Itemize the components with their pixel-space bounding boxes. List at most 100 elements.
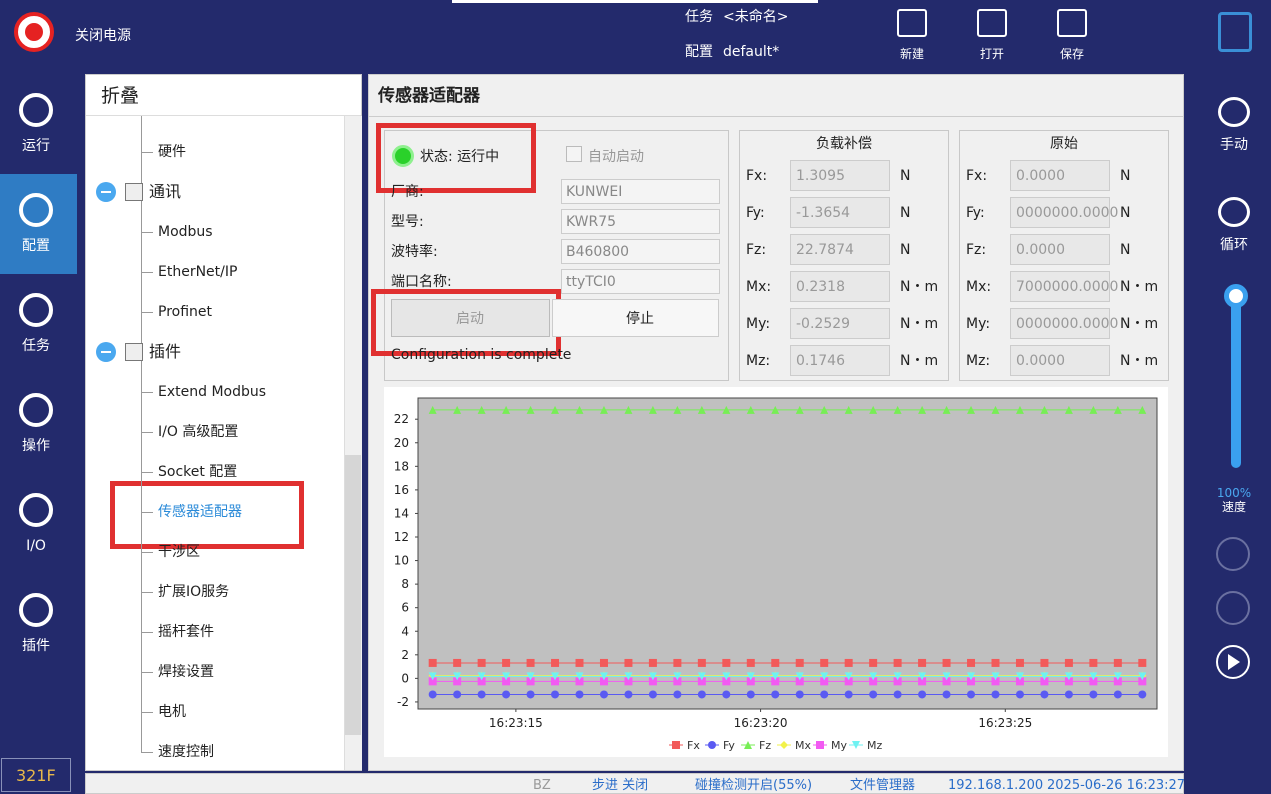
tree-item[interactable]: Extend Modbus xyxy=(158,384,267,400)
tree-item[interactable]: 摇杆套件 xyxy=(158,624,214,640)
unit: N xyxy=(900,168,911,184)
toolbar-label[interactable]: 新建 xyxy=(899,47,925,61)
field-label: 厂商: xyxy=(391,184,424,200)
data-point xyxy=(428,677,437,686)
value-box xyxy=(1010,197,1110,228)
tree-item[interactable]: 速度控制 xyxy=(158,744,214,760)
panel-header-line xyxy=(369,116,1183,117)
nav-label[interactable]: 任务 xyxy=(22,338,50,354)
data-point xyxy=(893,677,902,686)
data-point xyxy=(844,690,853,699)
mode-label[interactable]: 循环 xyxy=(1220,237,1248,253)
data-point xyxy=(820,658,829,667)
toolbar-label[interactable]: 保存 xyxy=(1059,47,1085,61)
unit: N xyxy=(900,205,911,221)
auto-start-label[interactable]: 自动启动 xyxy=(588,149,644,165)
data-point xyxy=(746,672,755,681)
y-tick-label: 6 xyxy=(401,601,409,615)
data-point xyxy=(624,658,633,667)
tree-item[interactable]: I/O 高级配置 xyxy=(158,424,239,440)
tree-header-line xyxy=(86,115,361,116)
nav-icon[interactable] xyxy=(19,193,53,227)
toolbar-icon[interactable] xyxy=(897,9,927,37)
field-value: KWR75 xyxy=(566,214,617,230)
data-point xyxy=(1113,677,1122,686)
mode-icon[interactable] xyxy=(1218,97,1250,127)
stop-button[interactable] xyxy=(552,299,719,337)
nav-label[interactable]: 运行 xyxy=(22,138,50,154)
y-tick-label: 2 xyxy=(401,648,409,662)
data-point xyxy=(771,690,780,699)
tree-group-icon xyxy=(125,343,143,361)
field-label: 型号: xyxy=(391,214,424,230)
status-item[interactable]: 步进 关闭 xyxy=(592,778,649,793)
tree-item[interactable]: Socket 配置 xyxy=(158,464,238,480)
play-glyph xyxy=(1228,654,1240,670)
start-label[interactable]: 启动 xyxy=(456,311,484,327)
mode-label[interactable]: 手动 xyxy=(1220,137,1248,153)
data-point xyxy=(526,405,535,414)
play-button[interactable] xyxy=(1216,645,1250,679)
step-button[interactable] xyxy=(1216,537,1250,571)
tree-item[interactable]: 扩展IO服务 xyxy=(158,584,230,600)
tree-item[interactable]: 干涉区 xyxy=(158,544,200,560)
mode-icon[interactable] xyxy=(1218,197,1250,227)
tree-item[interactable]: 电机 xyxy=(158,704,186,720)
toolbar-icon[interactable] xyxy=(977,9,1007,37)
nav-label[interactable]: 配置 xyxy=(22,238,50,254)
nav-icon[interactable] xyxy=(19,593,53,627)
value-box xyxy=(1010,345,1110,376)
tree-item[interactable]: Profinet xyxy=(158,304,213,320)
unit: N・m xyxy=(900,316,939,332)
tree-item[interactable]: 焊接设置 xyxy=(158,664,214,680)
value-text: 0.0000 xyxy=(1016,168,1065,184)
stop-button[interactable] xyxy=(1216,591,1250,625)
data-point xyxy=(771,677,780,686)
tree-scroll-thumb[interactable] xyxy=(345,455,361,735)
tree-item[interactable]: 硬件 xyxy=(158,144,186,160)
data-point xyxy=(673,658,682,667)
nav-label[interactable]: 操作 xyxy=(22,438,50,454)
data-point xyxy=(869,405,878,414)
nav-icon[interactable] xyxy=(19,493,53,527)
raw-groupbox xyxy=(959,130,1169,381)
data-point xyxy=(1138,690,1147,699)
status-item[interactable]: 文件管理器 xyxy=(850,778,916,793)
value-text: 1.3095 xyxy=(796,168,845,184)
stop-label[interactable]: 停止 xyxy=(626,311,654,327)
value-text: 0000000.0000 xyxy=(1016,205,1119,221)
tree-item[interactable]: 传感器适配器 xyxy=(158,504,242,520)
data-point xyxy=(502,690,511,699)
auto-start-checkbox[interactable] xyxy=(566,146,582,162)
task-value: <未命名> xyxy=(723,9,789,25)
tree-connector xyxy=(141,632,153,633)
tree-group-icon xyxy=(125,183,143,201)
toolbar-label[interactable]: 打开 xyxy=(979,47,1005,61)
nav-icon[interactable] xyxy=(19,393,53,427)
data-point xyxy=(1089,690,1098,699)
data-point xyxy=(526,658,535,667)
nav-label[interactable]: I/O xyxy=(26,538,46,554)
nav-label[interactable]: 插件 xyxy=(22,638,50,654)
data-point xyxy=(551,677,560,686)
data-point xyxy=(991,690,1000,699)
data-point xyxy=(771,405,780,414)
unit: N xyxy=(900,242,911,258)
speed-knob[interactable] xyxy=(1224,284,1248,308)
toolbar-icon[interactable] xyxy=(1057,9,1087,37)
tree-item[interactable]: Modbus xyxy=(158,224,213,240)
tree-group[interactable]: 通讯 xyxy=(149,182,182,201)
tree-group[interactable]: 插件 xyxy=(149,342,182,361)
start-button[interactable] xyxy=(391,299,550,337)
status-item[interactable]: 碰撞检测开启(55%) xyxy=(695,778,813,793)
nav-icon[interactable] xyxy=(19,293,53,327)
axis-label: Fy: xyxy=(746,205,765,221)
task-label: 任务 xyxy=(685,9,713,25)
tree-item[interactable]: EtherNet/IP xyxy=(158,264,238,280)
x-tick-label: 16:23:15 xyxy=(489,716,543,730)
y-tick-label: 0 xyxy=(401,671,409,685)
nav-icon[interactable] xyxy=(19,93,53,127)
value-text: 0.0000 xyxy=(1016,353,1065,369)
data-point xyxy=(1113,672,1122,681)
data-point xyxy=(942,690,951,699)
